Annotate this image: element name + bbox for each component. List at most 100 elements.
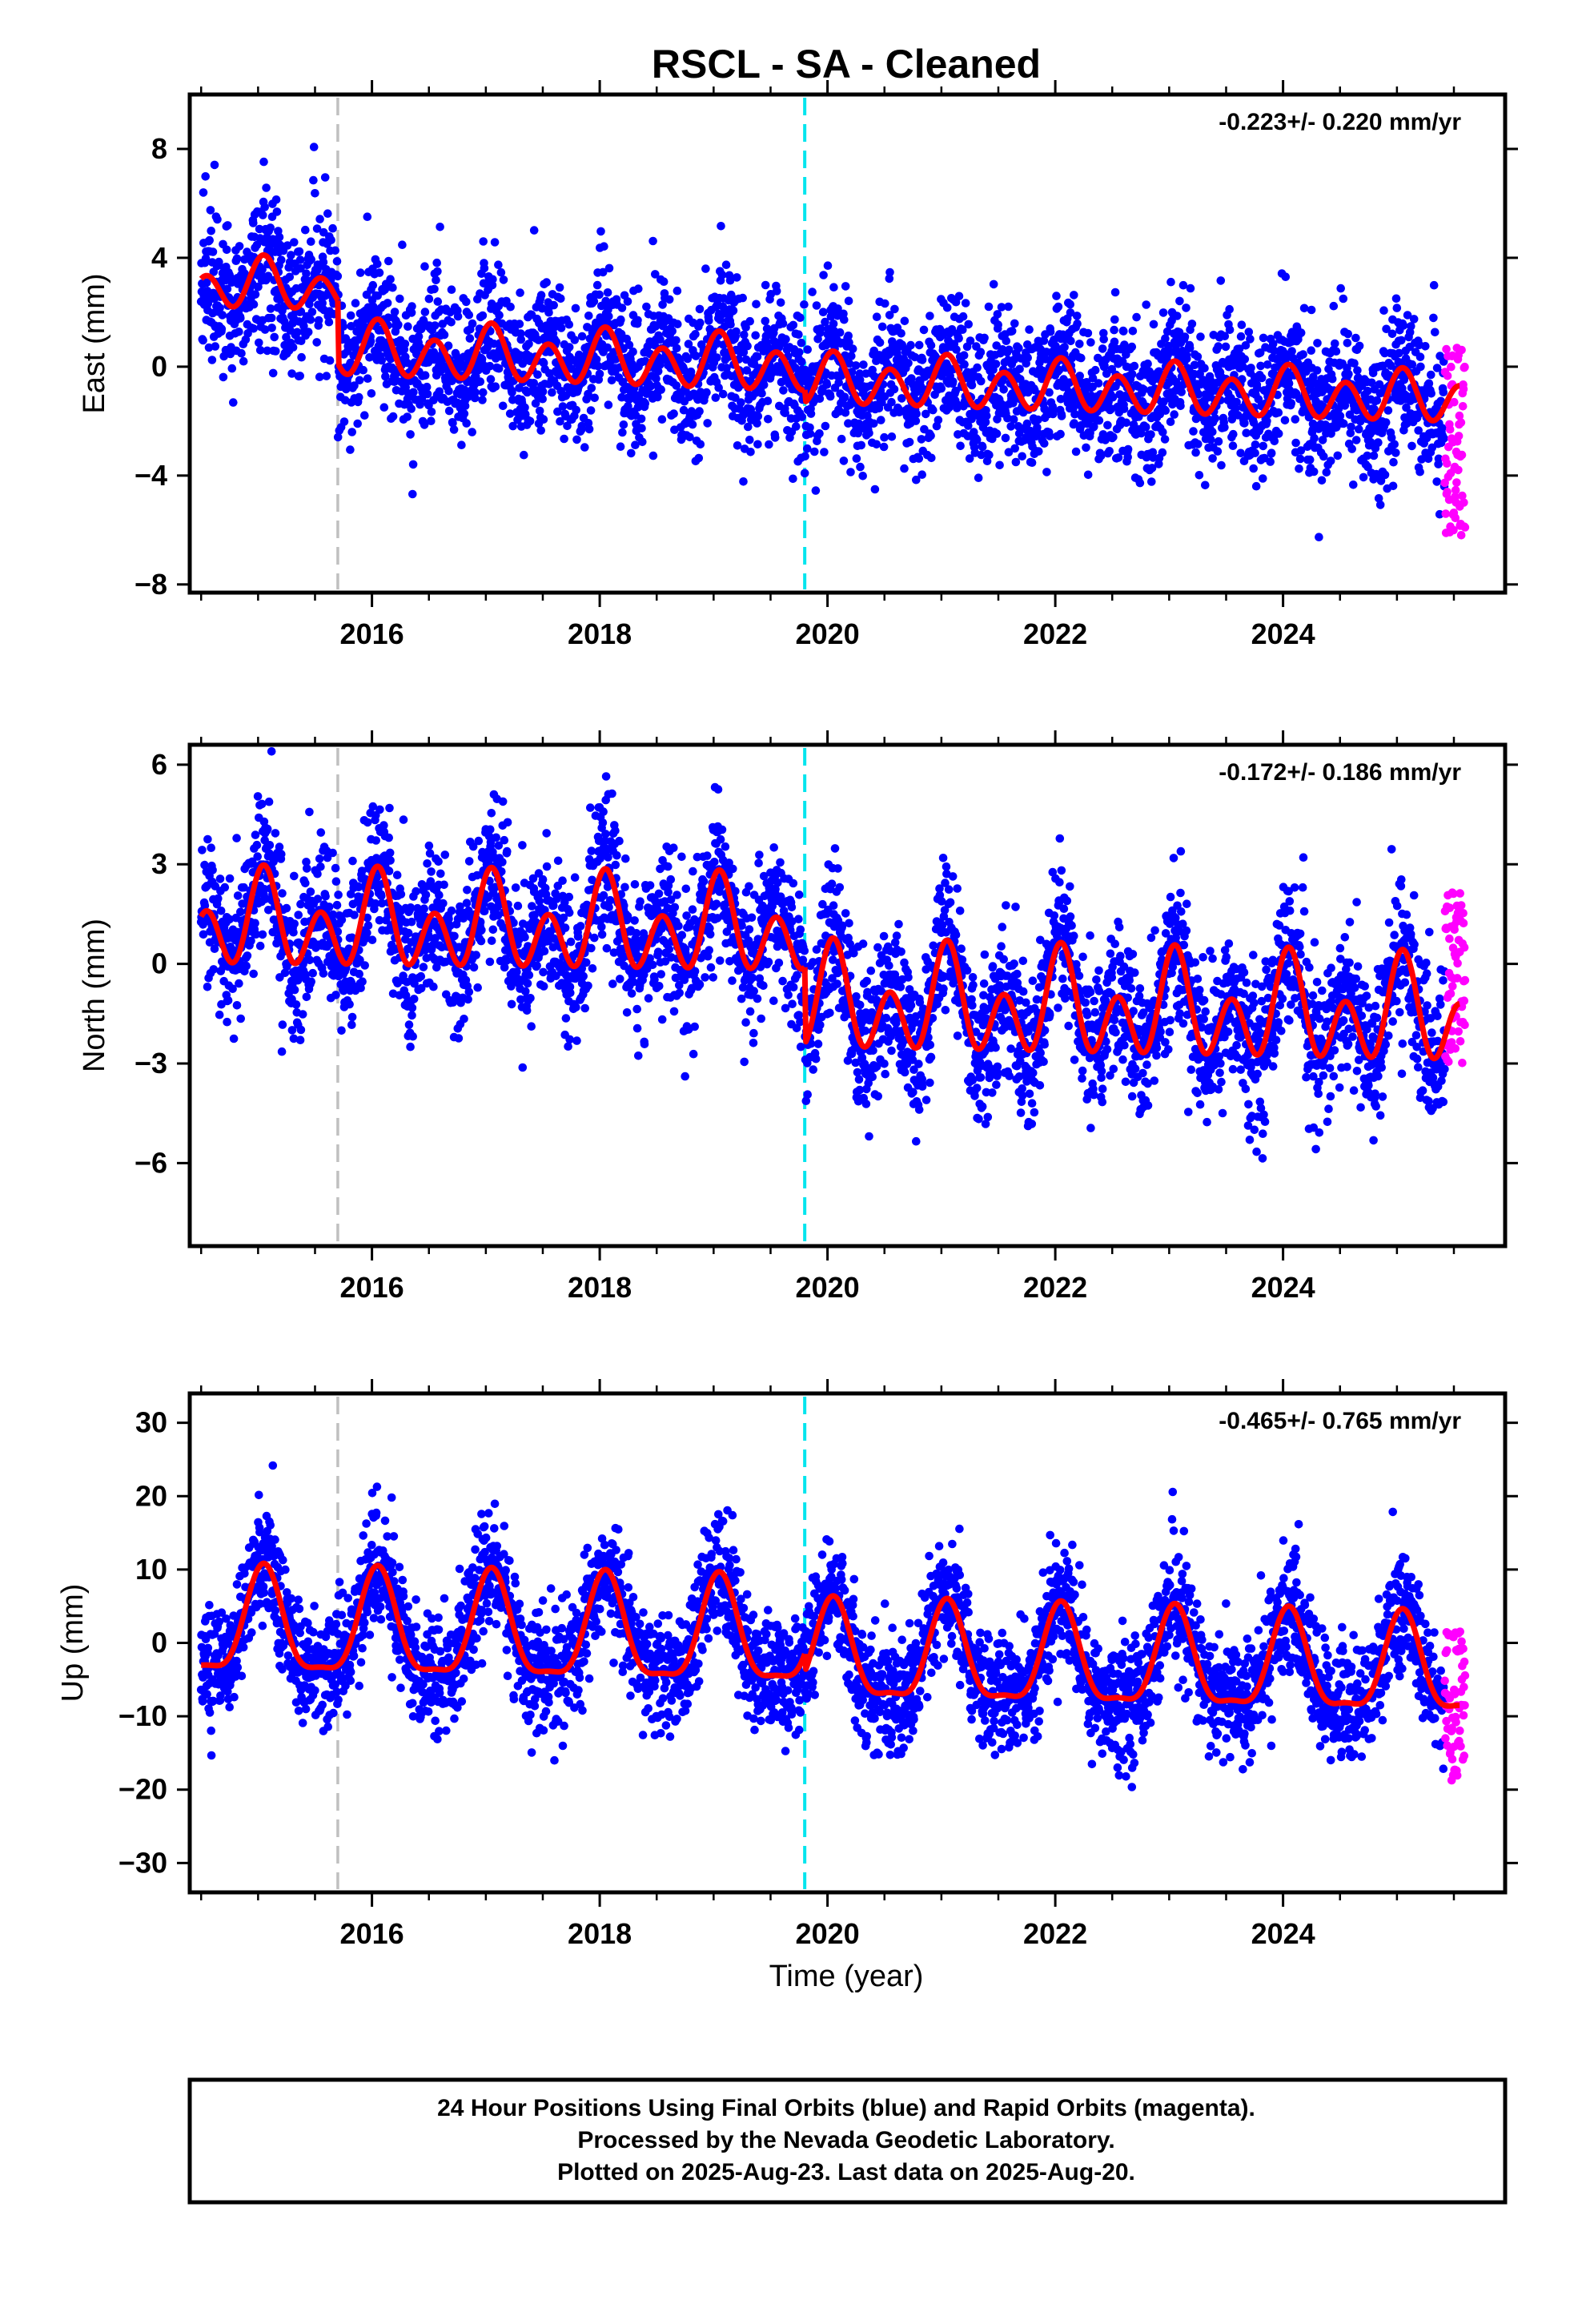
data-point bbox=[961, 299, 970, 308]
data-point bbox=[421, 891, 431, 899]
data-point bbox=[525, 416, 535, 426]
data-point bbox=[552, 337, 561, 347]
data-point bbox=[567, 364, 576, 373]
data-point bbox=[633, 316, 642, 325]
data-point bbox=[577, 421, 587, 431]
data-point bbox=[692, 352, 701, 360]
data-point bbox=[648, 451, 658, 460]
data-point bbox=[994, 320, 1002, 329]
data-point bbox=[672, 344, 681, 353]
data-point bbox=[1123, 452, 1132, 461]
velocity-label: -0.223+/- 0.220 mm/yr bbox=[1219, 109, 1461, 135]
data-point bbox=[1010, 444, 1019, 453]
data-point bbox=[1416, 362, 1425, 372]
data-point bbox=[1421, 342, 1430, 351]
data-point bbox=[358, 977, 367, 986]
data-point bbox=[1119, 404, 1129, 413]
data-point bbox=[1259, 333, 1268, 343]
y-tick-label: 0 bbox=[151, 350, 167, 383]
data-point bbox=[520, 450, 528, 460]
data-point bbox=[260, 325, 270, 334]
data-point bbox=[742, 366, 752, 375]
data-point bbox=[417, 394, 427, 404]
data-point bbox=[1329, 301, 1339, 311]
data-point bbox=[319, 969, 328, 978]
data-point bbox=[368, 280, 378, 290]
data-point bbox=[486, 375, 496, 384]
data-point bbox=[267, 747, 276, 756]
data-point bbox=[223, 221, 232, 230]
data-point bbox=[1146, 430, 1155, 439]
data-point bbox=[917, 356, 927, 364]
data-point bbox=[776, 298, 785, 308]
data-point bbox=[295, 372, 305, 380]
data-point bbox=[685, 432, 694, 442]
data-point bbox=[1353, 366, 1362, 375]
data-point bbox=[1391, 294, 1401, 304]
data-point bbox=[658, 300, 667, 309]
data-point bbox=[331, 991, 340, 999]
data-point bbox=[315, 854, 324, 863]
data-point bbox=[1194, 440, 1203, 448]
data-point bbox=[464, 857, 474, 866]
data-point bbox=[1336, 283, 1345, 293]
data-point bbox=[347, 428, 357, 436]
data-point bbox=[1263, 416, 1271, 426]
data-point bbox=[711, 393, 721, 402]
data-point bbox=[1025, 325, 1034, 334]
data-point bbox=[262, 183, 271, 192]
data-point bbox=[1431, 328, 1439, 337]
data-point bbox=[1399, 321, 1408, 330]
y-tick-label: −8 bbox=[135, 568, 167, 601]
data-point bbox=[1369, 451, 1379, 460]
data-point bbox=[1011, 457, 1021, 467]
data-point bbox=[235, 328, 243, 336]
data-point bbox=[264, 797, 274, 806]
data-point bbox=[235, 242, 244, 251]
data-point bbox=[764, 415, 773, 424]
data-point bbox=[1307, 346, 1315, 356]
data-point bbox=[556, 324, 566, 332]
data-point bbox=[604, 312, 613, 321]
data-point bbox=[462, 899, 472, 907]
data-point bbox=[1127, 342, 1137, 352]
data-point bbox=[729, 306, 738, 316]
data-point bbox=[739, 477, 748, 486]
data-point bbox=[253, 792, 263, 801]
data-point bbox=[1221, 342, 1231, 352]
data-point bbox=[351, 299, 360, 308]
data-point bbox=[1259, 441, 1267, 451]
data-point bbox=[583, 323, 592, 332]
data-point bbox=[880, 432, 889, 442]
data-point bbox=[733, 273, 741, 282]
data-point bbox=[1251, 440, 1260, 449]
data-point bbox=[268, 368, 278, 378]
data-point bbox=[812, 301, 821, 310]
data-point bbox=[960, 360, 969, 369]
data-point bbox=[533, 370, 542, 380]
data-point bbox=[431, 321, 440, 330]
data-point bbox=[1374, 438, 1383, 447]
data-point bbox=[1142, 300, 1150, 309]
rapid-point bbox=[1454, 465, 1463, 475]
final-orbit-points bbox=[196, 143, 1449, 541]
data-point bbox=[259, 157, 268, 167]
data-point bbox=[1397, 336, 1406, 345]
data-point bbox=[794, 330, 803, 340]
data-point bbox=[239, 356, 248, 366]
data-point bbox=[339, 322, 348, 332]
data-point bbox=[999, 385, 1008, 394]
data-point bbox=[355, 376, 364, 385]
data-point bbox=[631, 440, 640, 449]
data-point bbox=[366, 336, 375, 346]
data-point bbox=[652, 374, 661, 384]
data-point bbox=[435, 891, 444, 899]
data-point bbox=[522, 1006, 532, 1015]
data-point bbox=[1075, 340, 1084, 348]
data-point bbox=[937, 384, 946, 393]
data-point bbox=[558, 402, 568, 411]
data-point bbox=[1427, 370, 1435, 380]
data-point bbox=[789, 320, 798, 330]
data-point bbox=[399, 815, 408, 824]
data-point bbox=[498, 797, 508, 806]
